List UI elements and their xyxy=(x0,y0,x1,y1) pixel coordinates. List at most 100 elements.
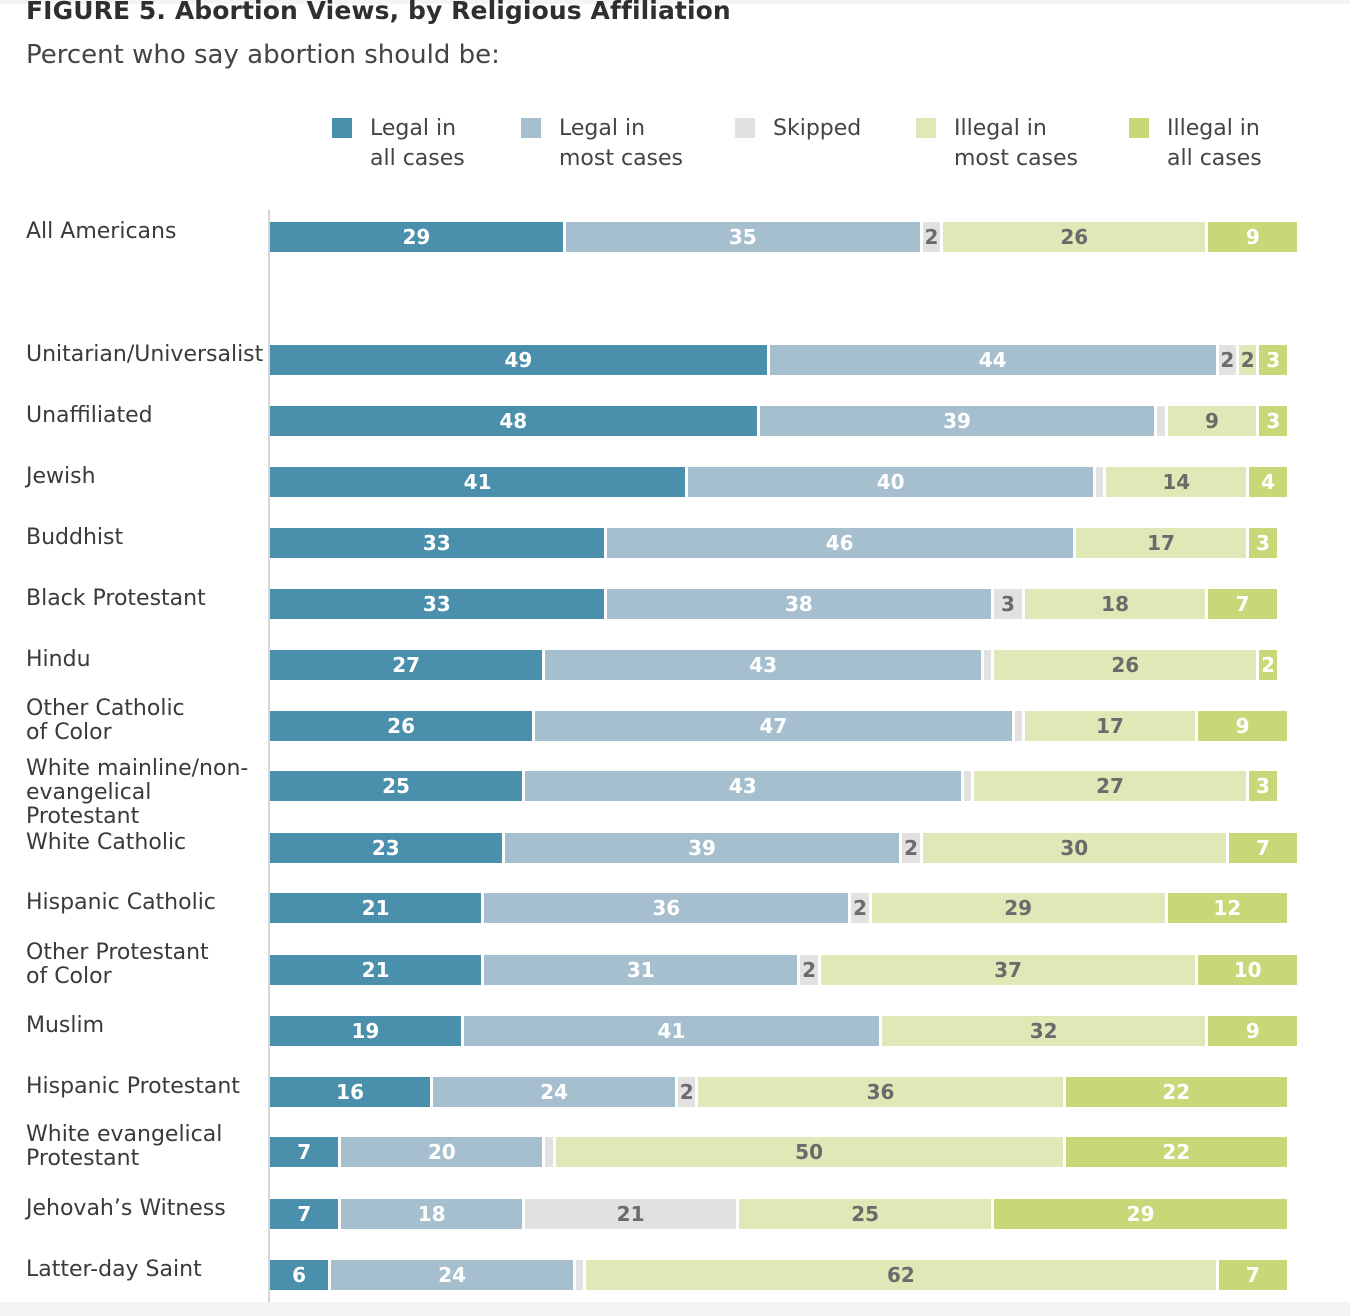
data-label: 2 xyxy=(853,896,868,920)
data-label: 7 xyxy=(1256,836,1270,860)
bar-segment: 49 xyxy=(270,345,767,375)
data-label: 2 xyxy=(802,958,817,982)
bar-segment: 21 xyxy=(525,1199,737,1229)
bar-segment: 38 xyxy=(606,589,992,619)
data-label: 27 xyxy=(392,653,421,677)
data-label: 2 xyxy=(904,836,919,860)
bar-segment: 22 xyxy=(1065,1137,1287,1167)
data-label: 19 xyxy=(351,1019,380,1043)
bar-segment: 9 xyxy=(1208,222,1298,252)
bar-segment: 44 xyxy=(769,345,1216,375)
legend-label: Illegal in all cases xyxy=(1167,116,1262,171)
data-label: 35 xyxy=(728,225,757,249)
bar-segment: 32 xyxy=(882,1016,1206,1046)
data-label: 2 xyxy=(924,225,939,249)
bar-segment: 18 xyxy=(1024,589,1206,619)
data-label: 44 xyxy=(978,348,1007,372)
category-label: Unitarian/Universalist xyxy=(26,342,264,367)
bar-segment xyxy=(1157,406,1165,436)
legend-swatch xyxy=(521,118,541,138)
bar-segment: 3 xyxy=(1259,345,1287,375)
bar-segment: 47 xyxy=(535,711,1012,741)
bar-segment: 39 xyxy=(504,833,900,863)
legend-label: Skipped xyxy=(773,116,862,141)
bar-segment: 48 xyxy=(270,406,757,436)
data-label: 18 xyxy=(1101,592,1130,616)
category-label: Hindu xyxy=(26,647,91,672)
category-label: White Catholic xyxy=(26,830,187,855)
data-label: 26 xyxy=(1060,225,1089,249)
category-label: Latter-day Saint xyxy=(26,1257,202,1282)
data-label: 40 xyxy=(876,470,905,494)
bar-segment: 24 xyxy=(331,1260,573,1290)
legend-swatch xyxy=(916,118,936,138)
data-label: 6 xyxy=(292,1263,307,1287)
data-label: 50 xyxy=(795,1140,824,1164)
bar-segment: 36 xyxy=(484,893,849,923)
data-label: 25 xyxy=(382,774,410,798)
bar-segment: 62 xyxy=(586,1260,1216,1290)
bar-segment: 6 xyxy=(270,1260,329,1290)
bar-segment: 16 xyxy=(270,1077,431,1107)
data-label: 10 xyxy=(1233,958,1262,982)
bar-segment: 18 xyxy=(341,1199,522,1229)
data-label: 43 xyxy=(728,774,757,798)
bar-segment: 27 xyxy=(270,650,543,680)
bar-segment: 19 xyxy=(270,1016,461,1046)
data-label: 23 xyxy=(371,836,400,860)
bar-segment: 12 xyxy=(1167,893,1287,923)
data-label: 22 xyxy=(1162,1140,1191,1164)
data-label: 49 xyxy=(504,348,533,372)
bar-segment: 2 xyxy=(800,955,818,985)
category-label: Jewish xyxy=(26,464,96,489)
bar-segment: 41 xyxy=(270,467,686,497)
bar-segment: 23 xyxy=(270,833,502,863)
bar-segment: 9 xyxy=(1198,711,1287,741)
data-label: 36 xyxy=(652,896,681,920)
data-label: 20 xyxy=(427,1140,456,1164)
data-label: 43 xyxy=(749,653,778,677)
bar-segment: 29 xyxy=(871,893,1165,923)
bottom-strip xyxy=(0,1302,1350,1316)
bar-segment: 3 xyxy=(1249,528,1277,558)
category-label: Jehovah’s Witness xyxy=(26,1196,226,1221)
bar-segment: 7 xyxy=(270,1137,339,1167)
bar-segment: 35 xyxy=(565,222,920,252)
data-label: 7 xyxy=(297,1140,312,1164)
data-label: 18 xyxy=(417,1202,446,1226)
bar-segment: 2 xyxy=(902,833,920,863)
data-label: 26 xyxy=(1111,653,1140,677)
data-label: 41 xyxy=(657,1019,686,1043)
bar-segment: 17 xyxy=(1024,711,1196,741)
bar-segment: 25 xyxy=(270,771,522,801)
data-label: 36 xyxy=(866,1080,895,1104)
bar-segment: 9 xyxy=(1167,406,1257,436)
bar-segment: 7 xyxy=(270,1199,339,1229)
bar-segment: 2 xyxy=(851,893,869,923)
data-label: 33 xyxy=(422,531,451,555)
bar-segment: 39 xyxy=(759,406,1155,436)
data-label: 37 xyxy=(994,958,1022,982)
bar-segment xyxy=(984,650,992,680)
data-label: 3 xyxy=(1266,348,1281,372)
category-label: Muslim xyxy=(26,1013,105,1038)
data-label: 2 xyxy=(1220,348,1235,372)
bar-segment: 21 xyxy=(270,955,482,985)
data-label: 2 xyxy=(1261,653,1276,677)
data-label: 26 xyxy=(387,714,416,738)
bar-segment: 2 xyxy=(1259,650,1277,680)
data-label: 21 xyxy=(361,958,390,982)
data-label: 41 xyxy=(463,470,492,494)
data-label: 9 xyxy=(1205,409,1219,433)
bar-segment: 33 xyxy=(270,528,604,558)
bar-segment: 3 xyxy=(994,589,1022,619)
data-label: 17 xyxy=(1096,714,1124,738)
data-label: 33 xyxy=(422,592,451,616)
bar-segment: 21 xyxy=(270,893,482,923)
bar-segment: 26 xyxy=(943,222,1206,252)
data-label: 17 xyxy=(1147,531,1175,555)
bar-segment: 2 xyxy=(1239,345,1257,375)
data-label: 3 xyxy=(1256,774,1270,798)
bar-segment: 46 xyxy=(606,528,1073,558)
data-label: 2 xyxy=(679,1080,694,1104)
